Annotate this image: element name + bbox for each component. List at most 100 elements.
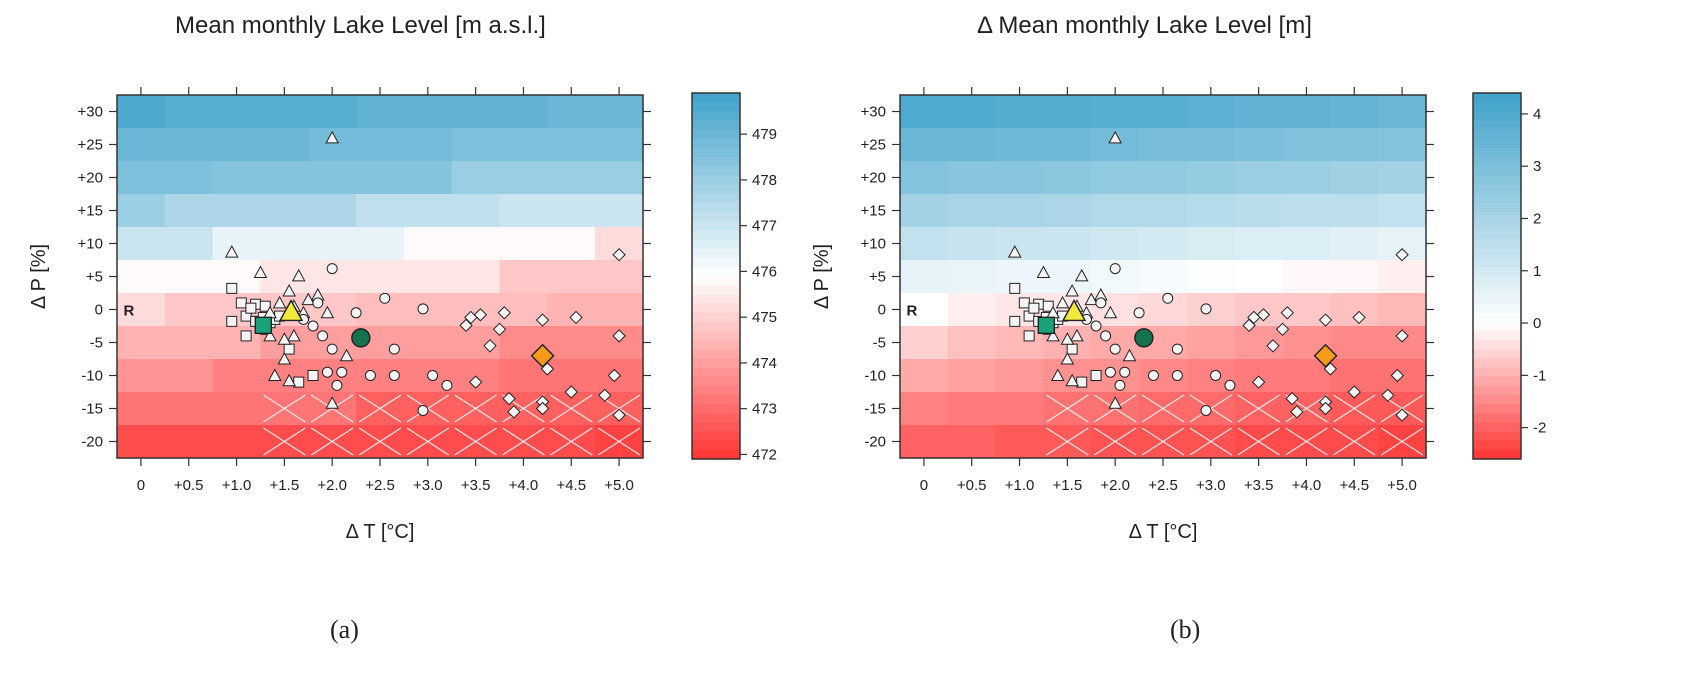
- heatmap-cell: [164, 260, 214, 294]
- triangle-marker: [263, 328, 277, 342]
- colorbar-band: [692, 193, 740, 204]
- triangle-marker: [1050, 368, 1065, 381]
- diamond-marker: [1395, 248, 1409, 262]
- heatmap-cell: [1043, 161, 1092, 195]
- heatmap-cell: [1043, 194, 1092, 228]
- y-tick-label: +30: [78, 104, 103, 121]
- heatmap-cell: [1330, 293, 1379, 327]
- heatmap-cell: [212, 326, 262, 360]
- heatmap-cell: [451, 260, 501, 294]
- circle-marker: [1090, 320, 1102, 332]
- heatmap-cell: [1186, 326, 1236, 360]
- x-tick-label: +0.5: [957, 477, 987, 494]
- colorbar-band: [692, 422, 740, 433]
- triangle-marker: [277, 351, 292, 365]
- triangle-marker: [267, 368, 282, 381]
- heatmap-cell: [995, 392, 1045, 426]
- heatmap-cell: [947, 392, 997, 426]
- diamond-marker: [1318, 401, 1333, 416]
- colorbar-band: [692, 120, 740, 131]
- x-tick-label: +1.5: [270, 477, 300, 494]
- heatmap-cell: [403, 95, 453, 129]
- diamond-marker: [612, 408, 626, 422]
- colorbar-band: [692, 166, 740, 176]
- heatmap-panel-b: 0 +0.5 +1.0 +1.5 +2.0 +2.5 +3.0 +3.5 +4.0 +4.5 +5.…: [811, 87, 1546, 543]
- colorbar-band: [1473, 431, 1521, 442]
- heatmap-cell: [1282, 161, 1331, 195]
- colorbar-band: [1473, 257, 1521, 268]
- heatmap-cell: [499, 260, 548, 294]
- colorbar-tick-label: 476: [752, 263, 777, 280]
- colorbar-band: [692, 303, 740, 314]
- heatmap-cell: [164, 161, 214, 195]
- heatmap-cell: [1186, 194, 1236, 228]
- heatmap-cell: [212, 194, 262, 228]
- panel-label-b: (b): [1170, 615, 1201, 644]
- y-tick-label: +10: [78, 236, 103, 253]
- y-tick-label: +25: [861, 137, 886, 154]
- y-tick-label: -5: [873, 335, 886, 352]
- highlight-square-marker: [1037, 316, 1056, 335]
- heatmap-cell: [1234, 128, 1284, 162]
- heatmap-cell: [900, 227, 949, 261]
- heatmap-cell: [117, 392, 166, 426]
- heatmap-cell: [900, 359, 949, 393]
- heatmap-cell: [403, 194, 453, 228]
- heatmap-cell: [1282, 95, 1331, 129]
- colorbar-band: [1473, 321, 1521, 332]
- heatmap-cell: [499, 227, 548, 261]
- diamond-marker: [535, 401, 550, 416]
- y-tick-label: +25: [78, 137, 103, 154]
- y-tick-label: -10: [864, 368, 886, 385]
- colorbar-band: [1473, 367, 1521, 378]
- colorbar-tick-label: 3: [1533, 158, 1541, 175]
- circle-marker: [388, 343, 400, 355]
- heatmap-cell: [117, 359, 166, 393]
- colorbar-band: [692, 276, 740, 286]
- x-tick-label: +4.0: [1292, 477, 1322, 494]
- circle-marker: [1095, 297, 1107, 309]
- diamond-marker: [1251, 375, 1266, 389]
- colorbar-band: [692, 431, 740, 442]
- heatmap-cell: [900, 194, 949, 228]
- heatmap-cell: [403, 161, 453, 195]
- heatmap-cell: [947, 425, 997, 459]
- colorbar-band: [692, 385, 740, 396]
- heatmap-cell: [947, 161, 997, 195]
- hatch-line: [454, 427, 497, 456]
- diamond-marker: [1242, 318, 1256, 333]
- heatmap-cell: [900, 293, 949, 327]
- colorbar-band: [1473, 193, 1521, 204]
- heatmap-cell: [995, 95, 1045, 129]
- colorbar-frame: [691, 92, 741, 460]
- colorbar-band: [1473, 138, 1521, 149]
- colorbar-band: [692, 340, 740, 350]
- heatmap-cell: [164, 95, 214, 129]
- colorbar-band: [1473, 285, 1521, 295]
- heatmap-cell: [499, 161, 548, 195]
- diamond-marker: [569, 310, 583, 325]
- diamond-marker: [1275, 322, 1290, 337]
- heatmap-cell: [900, 326, 949, 360]
- colorbar-band: [1473, 111, 1521, 122]
- colorbar-tick-label: 2: [1533, 210, 1541, 227]
- heatmap-cell: [1282, 194, 1331, 228]
- heatmap-cell: [595, 293, 644, 327]
- colorbar-band: [692, 248, 740, 259]
- circle-marker: [1100, 330, 1112, 342]
- heatmap-cell: [1282, 128, 1331, 162]
- heatmap-cell: [117, 293, 166, 327]
- colorbar-band: [692, 440, 740, 451]
- diamond-marker: [1381, 388, 1395, 403]
- diamond-marker: [507, 405, 521, 419]
- y-tick-label: -20: [81, 434, 103, 451]
- square-marker: [1009, 282, 1021, 294]
- hatch-line: [310, 427, 354, 456]
- colorbar-tick-label: 478: [752, 172, 777, 189]
- circle-marker: [1210, 370, 1222, 381]
- highlight-diamond-marker: [1313, 343, 1338, 368]
- heatmap-cell: [947, 293, 997, 327]
- x-axis-label: Δ T [°C]: [346, 521, 415, 543]
- heatmap-cell: [995, 128, 1045, 162]
- colorbar-tick-label: 473: [752, 401, 777, 418]
